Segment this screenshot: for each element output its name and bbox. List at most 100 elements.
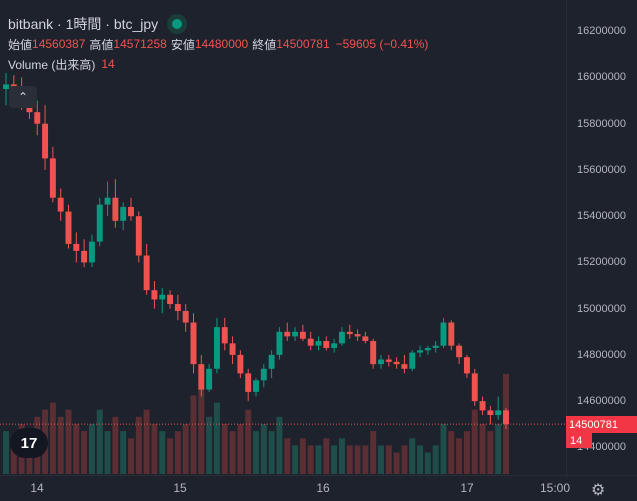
candle-body bbox=[378, 359, 384, 365]
candle-body bbox=[260, 368, 267, 381]
market-status-icon bbox=[172, 19, 183, 29]
volume-bar bbox=[354, 445, 361, 474]
volume-bar bbox=[393, 452, 400, 474]
candle-body bbox=[315, 341, 322, 346]
candle-body bbox=[237, 354, 244, 374]
change-value: −59605 (−0.41%) bbox=[335, 37, 429, 51]
volume-bar bbox=[57, 416, 64, 474]
candle-body bbox=[182, 310, 189, 323]
volume-bar bbox=[128, 438, 134, 474]
price-tick-label: 14800000 bbox=[577, 348, 626, 361]
candle-body bbox=[96, 204, 103, 242]
volume-bar bbox=[323, 438, 330, 474]
time-axis[interactable]: 14 15 16 17 15:00 bbox=[0, 475, 637, 501]
time-tick-label: 17 bbox=[460, 481, 474, 495]
chevron-up-icon: ⌃ bbox=[17, 90, 29, 104]
candle-body bbox=[401, 364, 408, 369]
volume-bar bbox=[120, 431, 127, 474]
volume-value: 14 bbox=[101, 57, 115, 71]
price-tick-label: 15200000 bbox=[577, 256, 626, 269]
candle-body bbox=[159, 294, 166, 300]
candle-body bbox=[393, 361, 400, 365]
candle-body bbox=[495, 410, 502, 416]
volume-bar bbox=[268, 431, 275, 474]
volume-bar bbox=[409, 438, 416, 474]
volume-row[interactable]: Volume (出来高) 14 bbox=[8, 54, 428, 74]
open-label: 始値 bbox=[8, 37, 33, 52]
volume-bar bbox=[370, 431, 377, 474]
candle-body bbox=[245, 373, 252, 392]
candle-body bbox=[88, 241, 95, 263]
candle-body bbox=[65, 211, 72, 244]
volume-bar bbox=[237, 424, 244, 474]
volume-bar bbox=[65, 409, 72, 474]
time-tick-label: 15:00 bbox=[539, 481, 571, 495]
candle-body bbox=[323, 341, 330, 348]
gear-icon[interactable]: ⚙ bbox=[591, 482, 606, 499]
candle-body bbox=[292, 331, 299, 337]
candle-body bbox=[424, 347, 431, 351]
volume-bar bbox=[206, 416, 213, 474]
volume-bar bbox=[198, 388, 205, 474]
volume-bar bbox=[331, 445, 338, 474]
candle-body bbox=[409, 352, 416, 369]
candle-body bbox=[463, 357, 470, 374]
candle-body bbox=[268, 354, 275, 369]
symbol-row[interactable]: bitbank · 1時間 · btc_jpy bbox=[8, 14, 428, 34]
candle-body bbox=[299, 331, 306, 339]
volume-bar bbox=[229, 431, 236, 474]
volume-bar bbox=[3, 431, 9, 474]
volume-bar bbox=[174, 431, 181, 474]
volume-bar bbox=[159, 431, 166, 474]
candle-body bbox=[338, 331, 345, 344]
candle-body bbox=[456, 345, 463, 358]
volume-bar bbox=[385, 445, 392, 474]
candle-body bbox=[284, 331, 291, 337]
candle-body bbox=[370, 341, 377, 365]
volume-bar bbox=[378, 445, 384, 474]
candle-body bbox=[448, 322, 455, 346]
volume-bar bbox=[292, 445, 299, 474]
volume-bar bbox=[424, 452, 431, 474]
candle-body bbox=[49, 158, 56, 198]
volume-bar bbox=[213, 402, 220, 474]
candle-body bbox=[81, 250, 88, 263]
candle-body bbox=[34, 112, 41, 124]
candle-body bbox=[417, 350, 424, 353]
volume-bar bbox=[167, 438, 174, 474]
candle-body bbox=[143, 255, 150, 291]
tradingview-logo[interactable]: 17 bbox=[10, 428, 48, 458]
volume-bar bbox=[463, 431, 470, 474]
candle-body bbox=[471, 373, 478, 402]
volume-bar bbox=[112, 416, 119, 474]
candle-body bbox=[190, 322, 197, 365]
candle-body bbox=[276, 331, 283, 355]
volume-bar bbox=[495, 424, 502, 474]
close-value: 14500781 bbox=[276, 37, 330, 51]
candle-body bbox=[167, 294, 174, 305]
candle-body bbox=[346, 331, 353, 335]
volume-bar bbox=[471, 409, 478, 474]
candle-body bbox=[221, 327, 228, 344]
collapse-legend-button[interactable]: ⌃ bbox=[9, 86, 37, 108]
candle-body bbox=[229, 343, 236, 355]
high-value: 14571258 bbox=[113, 37, 167, 51]
candle-body bbox=[151, 290, 158, 300]
volume-bar bbox=[487, 431, 494, 474]
volume-bar bbox=[10, 438, 17, 474]
symbol-title[interactable]: bitbank · 1時間 · btc_jpy bbox=[8, 16, 159, 32]
volume-bar bbox=[307, 445, 314, 474]
volume-bar bbox=[190, 395, 197, 474]
price-axis[interactable]: 16200000 16000000 15800000 15600000 15400000… bbox=[566, 0, 637, 475]
candle-body bbox=[354, 334, 361, 337]
volume-bar bbox=[245, 409, 252, 474]
volume-bar bbox=[104, 431, 111, 474]
candle-body bbox=[57, 197, 64, 212]
candle-body bbox=[432, 345, 439, 348]
last-price-tag: 14500781 bbox=[566, 416, 637, 434]
candle-body bbox=[362, 336, 369, 342]
logo-text: 17 bbox=[20, 434, 38, 452]
candle-body bbox=[120, 206, 127, 221]
volume-bar bbox=[73, 424, 80, 474]
price-tick-label: 15000000 bbox=[577, 302, 626, 315]
